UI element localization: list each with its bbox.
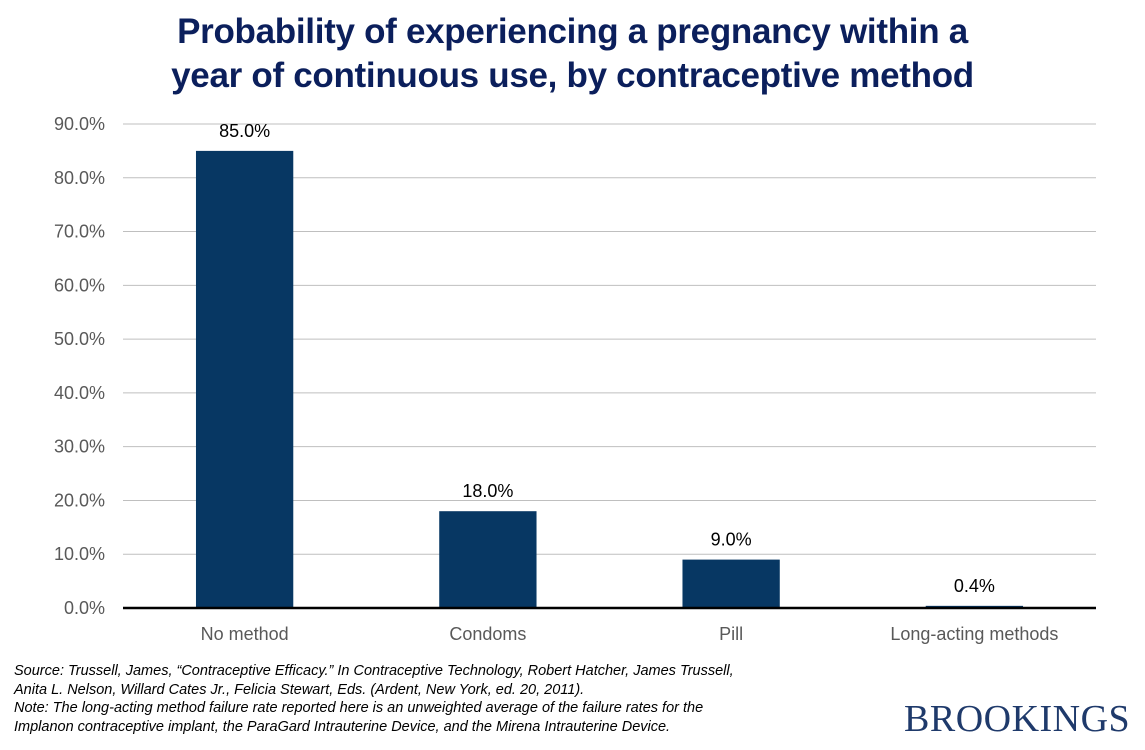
y-tick-label: 40.0% [54,383,105,403]
x-category-label: Pill [719,624,743,644]
y-tick-label: 80.0% [54,168,105,188]
y-tick-label: 90.0% [54,114,105,134]
bar-chart: 0.0% 10.0% 20.0% 30.0% 40.0% 50.0% 60.0% 70.0% 8… [54,114,1096,644]
data-label: 18.0% [462,481,513,501]
footnote-line: Implanon contraceptive implant, the Para… [14,718,671,735]
y-tick-label: 50.0% [54,329,105,349]
bars [195,150,1024,608]
y-axis-tick-labels: 0.0% 10.0% 20.0% 30.0% 40.0% 50.0% 60.0% 70.0% 8… [54,114,105,618]
x-category-label: No method [201,624,289,644]
y-tick-label: 70.0% [54,222,105,242]
x-category-label: Long-acting methods [890,624,1058,644]
footnote-line: Note: The long-acting method failure rat… [14,700,704,716]
data-label: 85.0% [219,121,270,141]
data-label: 9.0% [711,530,752,550]
bar [439,511,537,608]
x-axis-category-labels: No method Condoms Pill Long-acting methods [201,624,1059,644]
data-label: 0.4% [954,576,995,596]
chart-title-line-1: Probability of experiencing a pregnancy … [177,12,968,51]
y-tick-label: 20.0% [54,490,105,510]
data-labels: 85.0% 18.0% 9.0% 0.4% [219,121,995,596]
footnote-line: Anita L. Nelson, Willard Cates Jr., Feli… [14,681,585,698]
y-tick-label: 0.0% [64,598,105,618]
brookings-logo: BROOKINGS [904,698,1131,740]
bar [195,150,294,608]
y-tick-label: 60.0% [54,275,105,295]
chart-title-line-2: year of continuous use, by contraceptive… [171,56,974,95]
chart-title: Probability of experiencing a pregnancy … [0,10,1145,98]
source-footnote: Source: Trussell, James, “Contraceptive … [14,662,894,736]
x-category-label: Condoms [449,624,526,644]
y-tick-label: 30.0% [54,437,105,457]
bar [682,559,780,608]
y-tick-label: 10.0% [54,544,105,564]
footnote-line: Source: Trussell, James, “Contraceptive … [14,663,734,679]
